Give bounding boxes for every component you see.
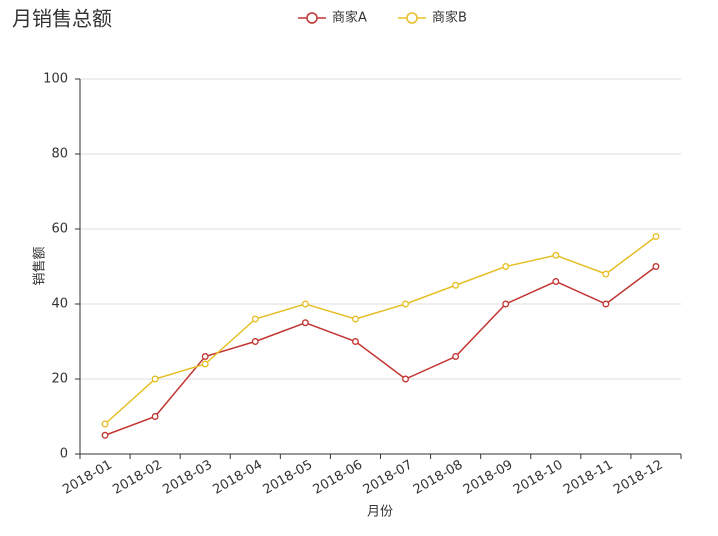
x-tick-label: 2018-03 [160,458,215,498]
x-tick-label: 2018-04 [210,458,265,498]
data-point [402,375,409,383]
data-point [552,251,560,259]
data-point [101,420,109,428]
series-line [104,235,657,425]
y-tick-label: 40 [51,297,68,312]
x-tick-label: 2018-05 [261,458,316,498]
data-point [251,338,259,345]
x-tick-label: 2018-07 [361,458,416,498]
data-point [502,300,510,308]
data-point [352,338,359,345]
legend-marker[interactable] [306,12,318,24]
data-point [502,263,510,270]
data-point [101,431,109,439]
legend-label[interactable]: 商家B [432,10,467,26]
x-tick-label: 2018-12 [611,458,666,498]
chart-title: 月销售总额 [12,7,112,31]
data-point [201,360,209,368]
data-point [652,263,660,270]
data-point [151,375,159,383]
data-point [301,319,309,327]
x-tick-label: 2018-09 [461,458,516,498]
y-axis-label: 销售额 [32,246,48,285]
data-point [652,233,660,240]
data-point [552,278,560,285]
data-point [452,281,460,289]
data-point [452,353,460,360]
y-tick-label: 60 [51,222,68,237]
series-line [104,265,657,436]
data-point [602,300,610,308]
data-point [301,300,309,308]
x-tick-label: 2018-11 [561,458,616,498]
x-tick-label: 2018-02 [110,458,165,498]
x-tick-label: 2018-08 [411,458,466,498]
y-tick-label: 20 [51,372,68,387]
y-tick-label: 80 [51,147,68,162]
y-tick-label: 0 [60,447,68,462]
data-point [402,300,409,308]
data-point [201,353,209,360]
y-tick-label: 100 [43,72,68,87]
x-tick-label: 2018-01 [60,458,115,498]
x-axis-label: 月份 [367,505,393,520]
data-point [602,270,610,278]
legend-marker[interactable] [406,12,418,24]
data-point [352,315,359,323]
x-tick-label: 2018-06 [311,458,366,498]
x-tick-label: 2018-10 [511,458,566,498]
legend-label[interactable]: 商家A [332,10,367,26]
data-point [251,315,259,323]
data-point [151,413,159,420]
